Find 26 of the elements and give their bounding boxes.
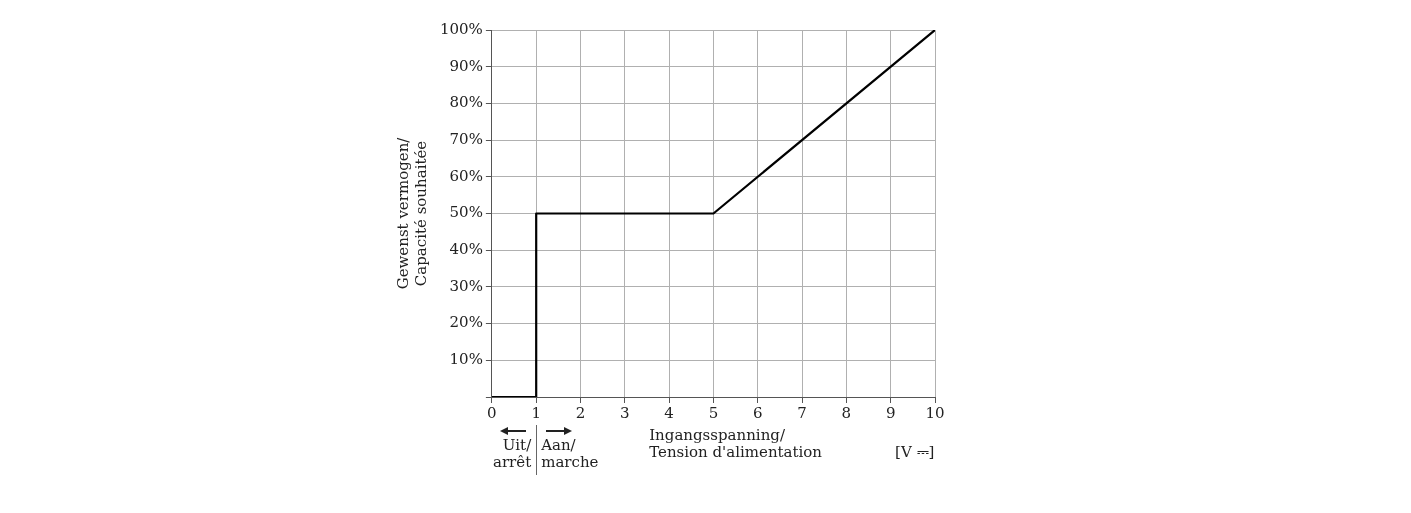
x-tick-label: 1: [531, 403, 541, 422]
x-tick-label: 3: [620, 403, 630, 422]
text: Aan/ marche: [541, 436, 599, 471]
y-tick-label: 100%: [439, 19, 483, 38]
y-tick-label: 30%: [449, 276, 483, 295]
y-tick-label: 20%: [449, 313, 483, 332]
y-tick-label: 70%: [449, 129, 483, 148]
x-tick-label: 5: [708, 403, 719, 422]
x-tick-label: 7: [797, 403, 807, 422]
x-tick-label: 10: [925, 403, 945, 422]
y-tick-label: 10%: [449, 350, 483, 369]
x-tick-label: 0: [487, 403, 497, 422]
x-tick-label: 2: [575, 403, 586, 422]
text: Uit/ arrêt: [493, 436, 532, 471]
y-tick-label: 80%: [449, 93, 483, 112]
x-tick-label: 4: [664, 403, 674, 422]
text: [V ⎓]: [895, 443, 935, 461]
x-tick-label: 9: [885, 403, 896, 422]
x-tick-label: 8: [841, 403, 852, 422]
y-axis-title: Gewenst vermogen/ Capacité souhaitée: [393, 136, 430, 290]
y-tick-label: 60%: [449, 166, 483, 185]
y-tick-label: 40%: [449, 240, 483, 259]
y-tick-label: 50%: [449, 203, 483, 222]
x-tick-label: 6: [752, 403, 763, 422]
y-tick-label: 90%: [449, 56, 483, 75]
x-axis-title: Ingangsspanning/ Tension d'alimentation: [649, 426, 823, 461]
